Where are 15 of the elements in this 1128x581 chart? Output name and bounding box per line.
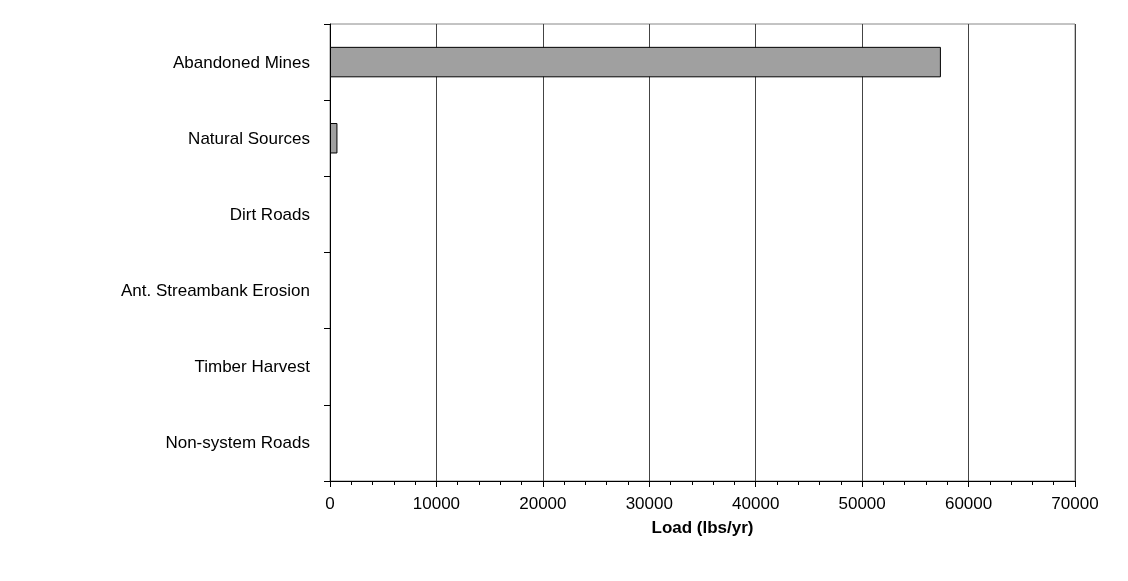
y-tick-label: Ant. Streambank Erosion [121,281,310,301]
x-tick-label: 60000 [944,494,993,513]
x-tick-label: 70000 [1051,494,1099,513]
x-tick-label: 20000 [519,494,567,513]
y-tick-label: Non-system Roads [165,433,310,453]
x-tick-label: 40000 [732,494,780,513]
y-tick-label: Timber Harvest [194,357,311,377]
x-tick-label: 10000 [412,494,461,513]
x-tick-label: 50000 [838,494,886,513]
y-tick-label: Dirt Roads [229,204,310,224]
x-tick-label: 0 [325,494,335,513]
x-tick-label: 30000 [625,494,673,513]
x-axis-title: Load (lbs/yr) [651,518,754,537]
y-tick-label: Natural Sources [188,128,310,148]
y-tick-label: Abandoned Mines [172,52,310,72]
